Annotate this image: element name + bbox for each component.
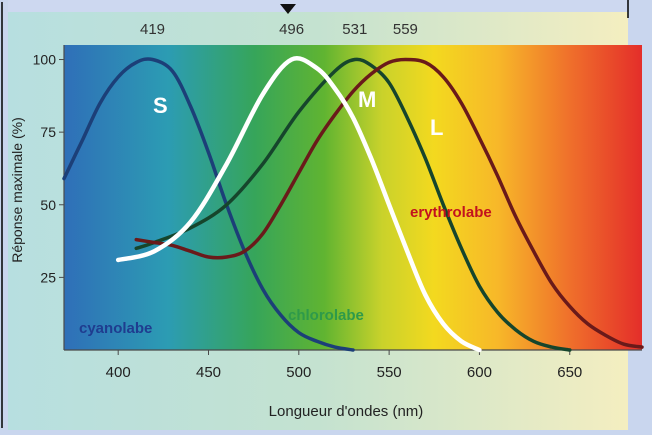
peak-wavelength-label: 496 (279, 21, 304, 38)
pigment-label-cyanolabe: cyanolabe (79, 320, 152, 337)
x-axis-label: Longueur d'ondes (nm) (269, 403, 424, 420)
white-curve (115, 56, 482, 353)
series-letter-l: L (430, 115, 443, 140)
y-axis-label: Réponse maximale (%) (9, 117, 25, 263)
l-cone-curve (134, 57, 644, 349)
pigment-label-erythrolabe: erythrolabe (410, 204, 492, 221)
top-strip (8, 0, 628, 12)
pointer-arrow-icon (280, 4, 296, 14)
x-tick-label: 600 (467, 364, 492, 381)
m-cone-curve (134, 57, 572, 352)
y-tick-label: 25 (40, 269, 56, 285)
y-tick-label: 75 (40, 124, 56, 140)
pigment-label-chlorolabe: chlorolabe (288, 307, 364, 324)
plot-area (64, 45, 642, 350)
series-letter-s: S (153, 93, 168, 118)
x-tick-label: 400 (106, 364, 131, 381)
s-cone-curve (62, 57, 355, 352)
peak-wavelength-label: 419 (140, 21, 165, 38)
series-letter-m: M (358, 87, 376, 112)
x-tick-label: 550 (377, 364, 402, 381)
y-tick-label: 50 (40, 197, 56, 213)
peak-wavelength-label: 531 (342, 21, 367, 38)
x-tick-label: 450 (196, 364, 221, 381)
x-tick-label: 650 (557, 364, 582, 381)
y-tick-label: 100 (33, 52, 57, 68)
x-tick-label: 500 (286, 364, 311, 381)
peak-wavelength-label: 559 (393, 21, 418, 38)
